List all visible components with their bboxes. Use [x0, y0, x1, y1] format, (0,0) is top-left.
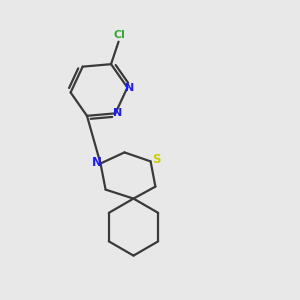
Text: N: N — [92, 155, 102, 169]
Text: Cl: Cl — [113, 30, 125, 40]
Text: S: S — [152, 153, 161, 167]
Text: N: N — [113, 108, 122, 118]
Text: N: N — [125, 82, 134, 92]
